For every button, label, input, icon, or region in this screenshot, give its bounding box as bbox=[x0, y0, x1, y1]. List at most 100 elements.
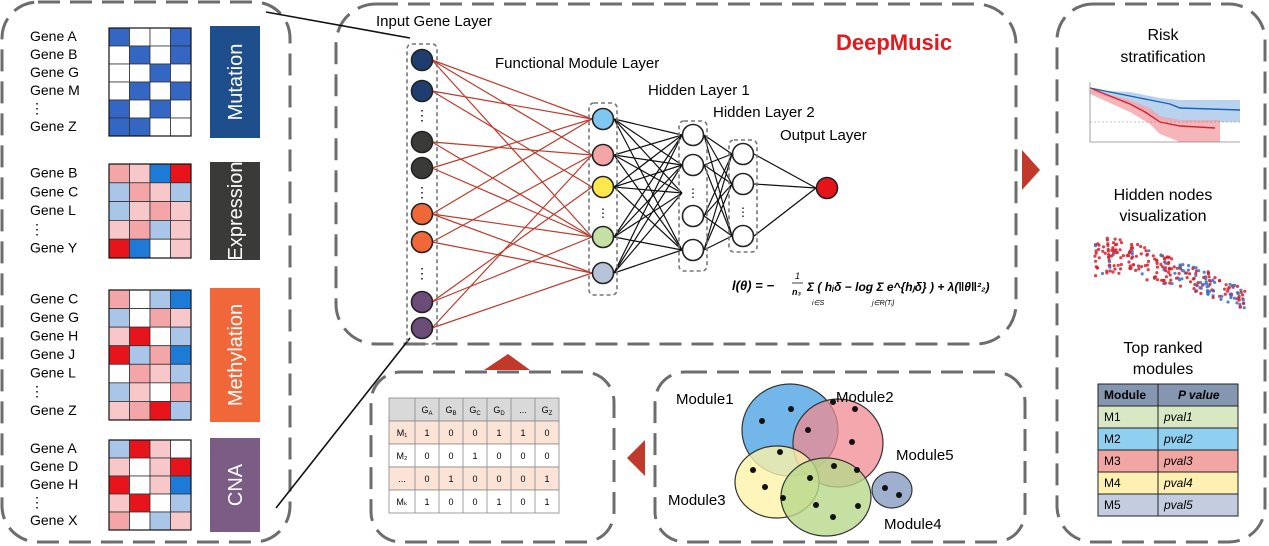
label-output-layer: Output Layer bbox=[780, 127, 867, 144]
methylation-heat-cell bbox=[108, 401, 130, 421]
module-hidden1-edge bbox=[613, 192, 683, 238]
hidden1-node bbox=[681, 153, 705, 177]
scatter-point bbox=[1213, 276, 1217, 280]
scatter-point bbox=[1204, 282, 1209, 286]
expression-gene-label: ⋮ bbox=[30, 221, 44, 237]
formula-body: Σ ( hᵢδ − log Σ e^{hⱼδ} ) + λ(‖θ‖²₂) bbox=[806, 280, 990, 294]
expression-gene-label: Gene L bbox=[30, 202, 76, 218]
cna-heat-cell bbox=[149, 457, 171, 477]
scatter-point bbox=[1202, 270, 1206, 274]
matrix-cell: 0 bbox=[424, 474, 429, 484]
expression-heat-cell bbox=[149, 163, 171, 184]
hidden2-ellipsis: ⋮ bbox=[737, 205, 749, 219]
hidden2-node bbox=[731, 172, 755, 196]
scatter-point bbox=[1186, 268, 1190, 272]
module-hidden1-edge bbox=[613, 154, 683, 194]
hidden1-node bbox=[681, 238, 705, 262]
methylation-gene-label: Gene H bbox=[30, 328, 78, 344]
mutation-group: Gene A Gene B Gene G Gene M ⋮ Gene Z Mutation bbox=[30, 26, 260, 138]
scatter-point bbox=[1235, 297, 1239, 301]
module1-label: Module1 bbox=[676, 391, 734, 408]
scatter-point bbox=[1144, 249, 1148, 253]
risk-title-line2: stratification bbox=[1120, 49, 1205, 66]
results-panel bbox=[1055, 2, 1267, 544]
module3-label: Module3 bbox=[668, 492, 726, 509]
label-input-layer: Input Gene Layer bbox=[376, 13, 492, 30]
hidden2-node bbox=[731, 142, 755, 166]
risk-title-line1: Risk bbox=[1147, 27, 1179, 44]
matrix-row-label: ... bbox=[398, 474, 406, 484]
input-module-edge bbox=[431, 213, 593, 274]
hidden1-box bbox=[678, 120, 708, 272]
scatter-point bbox=[1139, 244, 1143, 249]
scatter-point bbox=[1111, 241, 1116, 245]
matrix-cell: 0 bbox=[496, 474, 501, 484]
network-panel bbox=[334, 2, 1018, 346]
network-title: DeepMusic bbox=[836, 30, 952, 55]
module-venn: Module1 Module2 Module5 Module3 Module4 bbox=[668, 383, 954, 537]
expression-heat-cell bbox=[108, 238, 130, 259]
scatter-point bbox=[1155, 261, 1159, 265]
scatter-point bbox=[1226, 300, 1230, 304]
input-module-edge bbox=[431, 154, 593, 243]
input-node bbox=[410, 230, 434, 254]
input-module-edge bbox=[431, 59, 593, 238]
scatter-point bbox=[1130, 246, 1135, 250]
matrix-cell: 1 bbox=[472, 451, 477, 461]
scatter-point bbox=[1218, 294, 1222, 298]
matrix-cell: 0 bbox=[472, 474, 477, 484]
cna-group: Gene A Gene D Gene H ⋮ Gene X CNA bbox=[30, 438, 260, 532]
scatter-point bbox=[1127, 260, 1131, 264]
table-pvalue-cell: pval2 bbox=[1163, 432, 1193, 446]
expression-heat-cell bbox=[108, 182, 130, 203]
module-node bbox=[591, 107, 615, 131]
scatter-point bbox=[1108, 269, 1112, 273]
matrix-cell: 0 bbox=[520, 451, 525, 461]
matrix-row-label: Mₖ bbox=[396, 497, 407, 507]
methylation-heat-cell bbox=[108, 308, 130, 328]
scatter-point bbox=[1232, 296, 1237, 300]
methylation-gene-label: Gene J bbox=[30, 346, 75, 362]
scatter-point bbox=[1213, 280, 1217, 284]
expression-label-box bbox=[210, 162, 260, 260]
module-layer-box bbox=[588, 102, 618, 296]
scatter-point bbox=[1235, 284, 1240, 288]
mutation-gene-label: Gene B bbox=[30, 46, 77, 62]
scatter-point bbox=[1165, 255, 1169, 259]
scatter-point bbox=[1211, 289, 1215, 293]
scatter-point bbox=[1100, 271, 1105, 276]
hidden1-hidden2-edge bbox=[703, 215, 733, 237]
arrow-left-icon bbox=[627, 440, 645, 476]
mutation-gene-label: Gene Z bbox=[30, 118, 77, 134]
scatter-point bbox=[1238, 304, 1242, 309]
scatter-point bbox=[1159, 253, 1163, 257]
matrix-cell: 0 bbox=[496, 451, 501, 461]
methylation-heat-cell bbox=[129, 401, 151, 421]
scatter-point bbox=[1131, 263, 1136, 267]
scatter-point bbox=[1233, 283, 1237, 287]
methylation-heat-cell bbox=[108, 382, 130, 402]
methylation-heat-cell bbox=[129, 326, 151, 347]
scatter-point bbox=[1113, 267, 1117, 271]
methylation-heat-cell bbox=[170, 363, 192, 384]
scatter-point bbox=[1130, 242, 1134, 247]
scatter-point bbox=[1199, 280, 1203, 285]
scatter-point bbox=[1139, 265, 1144, 269]
methylation-heat-cell bbox=[149, 289, 171, 309]
scatter-point bbox=[1178, 284, 1183, 288]
matrix-header: GZ bbox=[542, 405, 553, 417]
cna-heat-cell bbox=[170, 475, 192, 495]
scatter-point bbox=[1240, 293, 1245, 297]
hidden-nodes-scatter bbox=[1093, 236, 1247, 310]
scatter-point bbox=[1105, 238, 1109, 242]
scatter-point bbox=[1191, 266, 1195, 271]
scatter-point bbox=[1119, 241, 1124, 245]
omics-panel bbox=[0, 0, 292, 544]
scatter-point bbox=[1093, 254, 1097, 258]
matrix-cell: 1 bbox=[424, 428, 429, 438]
matrix-cell: 0 bbox=[520, 497, 525, 507]
input-module-edge bbox=[431, 213, 593, 238]
scatter-point bbox=[1145, 278, 1149, 282]
input-module-edge bbox=[431, 59, 593, 120]
scatter-point bbox=[1191, 277, 1195, 281]
